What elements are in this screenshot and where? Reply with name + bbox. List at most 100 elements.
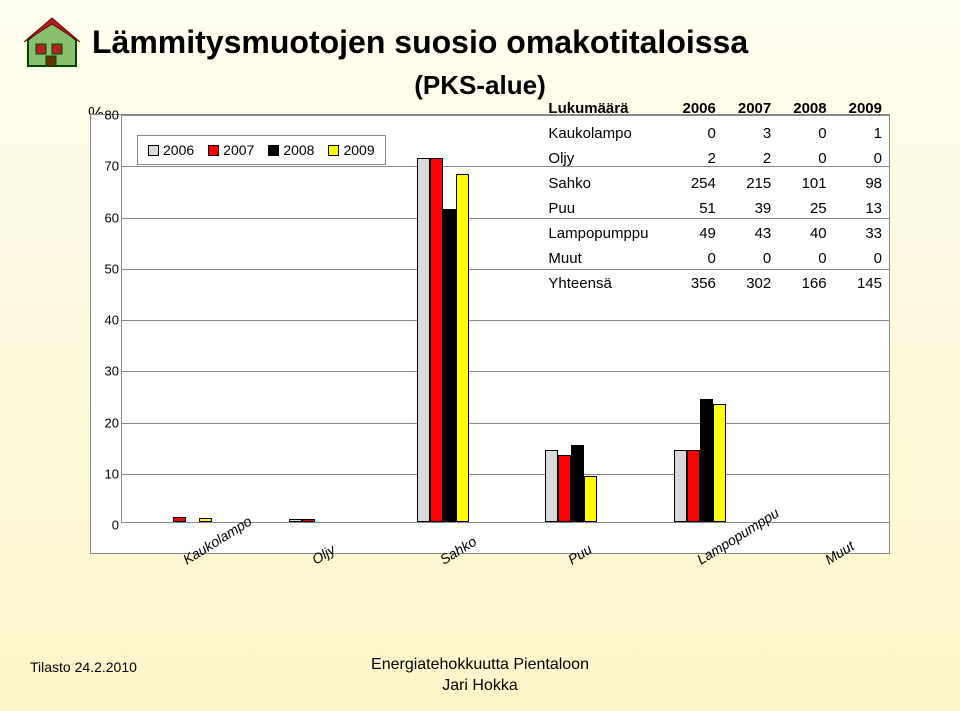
- table-header-cell: 2008: [789, 96, 844, 121]
- y-tick: 50: [91, 261, 119, 276]
- legend-swatch: [268, 145, 279, 156]
- table-row: Puu51392513: [544, 196, 900, 221]
- bar: [687, 450, 700, 522]
- table-cell: 0: [789, 246, 844, 271]
- legend-swatch: [328, 145, 339, 156]
- table-cell: 0: [679, 246, 734, 271]
- table-cell: 254: [679, 171, 734, 196]
- x-tick-label: Muut: [822, 538, 857, 568]
- legend-label: 2007: [223, 142, 254, 158]
- table-cell: 0: [789, 121, 844, 146]
- bar: [199, 518, 212, 522]
- x-tick-label: Kaukolampo: [180, 513, 254, 568]
- table-cell: 302: [734, 271, 789, 296]
- table-cell: Puu: [544, 196, 678, 221]
- table-cell: 101: [789, 171, 844, 196]
- table-header-cell: 2007: [734, 96, 789, 121]
- table-cell: 356: [679, 271, 734, 296]
- x-tick-label: Puu: [565, 541, 595, 568]
- legend-item: 2008: [268, 142, 314, 158]
- table-cell: 49: [679, 221, 734, 246]
- y-tick: 0: [91, 518, 119, 533]
- table-cell: 39: [734, 196, 789, 221]
- footer-line1: Energiatehokkuutta Pientaloon: [371, 656, 589, 673]
- table-row: Sahko25421510198: [544, 171, 900, 196]
- bar: [302, 519, 315, 522]
- legend-label: 2006: [163, 142, 194, 158]
- table-cell: 0: [734, 246, 789, 271]
- bar: [545, 450, 558, 522]
- table-cell: 33: [845, 221, 900, 246]
- y-tick: 10: [91, 466, 119, 481]
- table-cell: 0: [679, 121, 734, 146]
- legend-swatch: [208, 145, 219, 156]
- gridline: [122, 371, 889, 372]
- legend-swatch: [148, 145, 159, 156]
- table-cell: Oljy: [544, 146, 678, 171]
- data-table: Lukumäärä2006200720082009Kaukolampo0301O…: [544, 96, 900, 296]
- table-cell: Muut: [544, 246, 678, 271]
- bar: [173, 517, 186, 522]
- y-tick: 80: [91, 108, 119, 123]
- legend-item: 2006: [148, 142, 194, 158]
- table-cell: 0: [789, 146, 844, 171]
- y-tick: 60: [91, 210, 119, 225]
- table-cell: 3: [734, 121, 789, 146]
- table-header-cell: 2009: [845, 96, 900, 121]
- bar: [713, 404, 726, 522]
- bar: [417, 158, 430, 522]
- page-title: Lämmitysmuotojen suosio omakotitaloissa: [92, 24, 748, 61]
- table-cell: 51: [679, 196, 734, 221]
- table-cell: 2: [679, 146, 734, 171]
- table-row: Kaukolampo0301: [544, 121, 900, 146]
- chart-legend: 2006 2007 2008 2009: [137, 135, 386, 165]
- bar: [584, 476, 597, 522]
- y-tick: 40: [91, 313, 119, 328]
- bar: [558, 455, 571, 522]
- table-cell: 25: [789, 196, 844, 221]
- table-cell: 166: [789, 271, 844, 296]
- table-cell: Yhteensä: [544, 271, 678, 296]
- house-icon: [20, 10, 84, 74]
- footer-credits: Energiatehokkuutta Pientaloon Jari Hokka: [0, 655, 960, 697]
- table-cell: 0: [845, 146, 900, 171]
- table-cell: 145: [845, 271, 900, 296]
- table-cell: 1: [845, 121, 900, 146]
- bar: [674, 450, 687, 522]
- table-cell: Sahko: [544, 171, 678, 196]
- table-row: Lampopumppu49434033: [544, 221, 900, 246]
- table-cell: 43: [734, 221, 789, 246]
- table-cell: 13: [845, 196, 900, 221]
- table-row: Muut0000: [544, 246, 900, 271]
- bar: [430, 158, 443, 522]
- bar: [700, 399, 713, 522]
- table-cell: 40: [789, 221, 844, 246]
- table-row: Oljy2200: [544, 146, 900, 171]
- y-tick: 20: [91, 415, 119, 430]
- bar: [456, 174, 469, 523]
- bar: [571, 445, 584, 522]
- x-tick-label: Sahko: [437, 533, 479, 568]
- legend-label: 2008: [283, 142, 314, 158]
- bar: [289, 519, 302, 522]
- table-cell: Lampopumppu: [544, 221, 678, 246]
- gridline: [122, 320, 889, 321]
- legend-item: 2007: [208, 142, 254, 158]
- table-header-cell: 2006: [679, 96, 734, 121]
- bar: [443, 209, 456, 522]
- table-row: Yhteensä356302166145: [544, 271, 900, 296]
- table-cell: 2: [734, 146, 789, 171]
- gridline: [122, 474, 889, 475]
- y-tick: 70: [91, 159, 119, 174]
- table-cell: Kaukolampo: [544, 121, 678, 146]
- y-tick: 30: [91, 364, 119, 379]
- legend-label: 2009: [343, 142, 374, 158]
- table-cell: 0: [845, 246, 900, 271]
- footer-line2: Jari Hokka: [442, 677, 518, 694]
- table-header-cell: Lukumäärä: [544, 96, 678, 121]
- table-cell: 98: [845, 171, 900, 196]
- gridline: [122, 423, 889, 424]
- legend-item: 2009: [328, 142, 374, 158]
- x-tick-label: Oljy: [309, 541, 338, 567]
- table-cell: 215: [734, 171, 789, 196]
